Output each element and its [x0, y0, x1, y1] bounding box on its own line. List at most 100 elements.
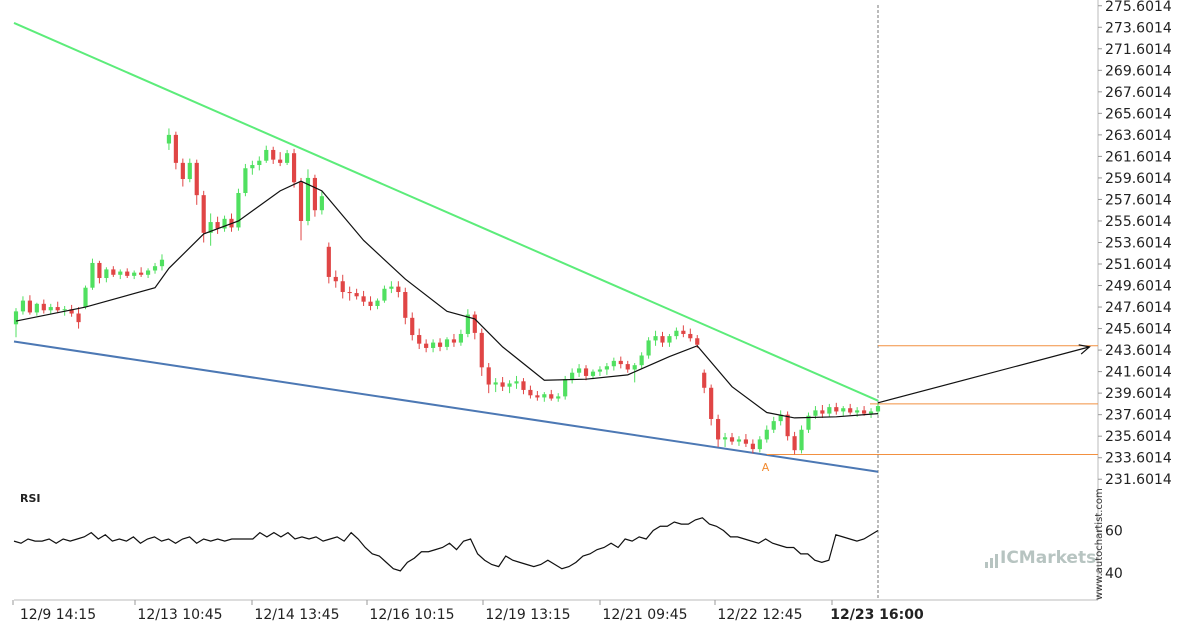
candle-body: [576, 368, 582, 373]
candle-body: [187, 162, 192, 180]
candle-body: [125, 271, 130, 276]
candle-body: [20, 300, 26, 312]
candle-body: [437, 342, 443, 347]
candle-body: [451, 339, 457, 343]
candle-body: [354, 293, 359, 297]
autochartist-watermark: www.autochartist.com: [1094, 488, 1105, 600]
candle-body: [486, 367, 491, 385]
candle-body: [743, 439, 749, 444]
candle-body: [243, 168, 248, 193]
moving-average-series: [15, 180, 879, 419]
candle-body: [528, 389, 533, 396]
candle-body: [139, 272, 144, 275]
candle-body: [264, 149, 269, 161]
candle-body: [27, 300, 32, 313]
candle-body: [667, 336, 672, 343]
moving-average-line: [15, 180, 879, 419]
price-tick-label: 257.6014: [1105, 192, 1172, 208]
candle-body: [757, 439, 762, 450]
candle-body: [215, 222, 220, 229]
candle-body: [208, 222, 213, 233]
candle-body: [785, 414, 790, 437]
price-tick-label: 261.6014: [1105, 149, 1172, 165]
price-tick-label: 271.6014: [1105, 42, 1172, 58]
candle-body: [556, 396, 561, 399]
rsi-line: [13, 517, 879, 572]
candle-body: [820, 410, 825, 414]
price-tick-label: 235.6014: [1105, 429, 1172, 445]
candle-body: [257, 160, 262, 166]
candle-body: [62, 309, 67, 311]
candle-body: [875, 406, 881, 412]
candle-body: [41, 303, 46, 311]
candle-body: [695, 338, 700, 345]
candle-body: [639, 355, 644, 366]
candle-body: [111, 269, 116, 275]
candle-body: [90, 262, 95, 288]
candle-body: [83, 287, 88, 308]
candle-body: [792, 436, 797, 451]
price-tick-label: 237.6014: [1105, 408, 1172, 424]
pattern-point-label: A: [762, 461, 770, 474]
candle-body: [375, 300, 380, 306]
candle-body: [159, 259, 165, 267]
candle-body: [674, 330, 679, 337]
resistance-trendline: [13, 22, 879, 402]
candle-body: [590, 371, 596, 376]
candle-body: [771, 421, 776, 430]
candle-body: [702, 372, 707, 388]
candle-body: [716, 418, 721, 440]
candle-body: [493, 382, 498, 385]
candle-body: [34, 303, 39, 313]
candle-body: [653, 336, 658, 341]
candle-body: [862, 410, 867, 414]
price-tick-label: 273.6014: [1105, 20, 1172, 36]
candle-body: [389, 286, 394, 289]
candle-body: [271, 149, 276, 160]
candle-body: [312, 177, 318, 211]
candle-body: [48, 307, 53, 311]
candle-body: [222, 218, 227, 229]
candle-body: [368, 301, 373, 306]
candle-body: [827, 407, 832, 414]
candle-body: [431, 342, 436, 348]
candle-body: [618, 360, 623, 365]
price-tick-label: 253.6014: [1105, 235, 1172, 251]
candle-body: [118, 271, 123, 275]
candle-body: [152, 266, 158, 271]
forecast-arrow-shaft: [877, 346, 1090, 404]
candle-body: [583, 368, 589, 376]
price-levels: [766, 345, 1098, 455]
candle-body: [194, 162, 199, 196]
price-tick-label: 249.6014: [1105, 279, 1172, 295]
candle-body: [500, 382, 505, 387]
candle-body: [417, 335, 422, 344]
candle-body: [285, 153, 290, 163]
candle-body: [333, 276, 338, 282]
candle-body: [458, 333, 463, 343]
candle-body: [841, 408, 846, 412]
candle-body: [132, 272, 137, 276]
candle-body: [799, 429, 804, 451]
rsi-panel: RSI 60 40: [13, 492, 1123, 582]
candle-body: [729, 437, 735, 442]
candlestick-series: [13, 128, 881, 455]
candle-body: [166, 134, 172, 144]
price-tick-label: 265.6014: [1105, 106, 1172, 122]
price-tick-label: 233.6014: [1105, 451, 1172, 467]
candle-body: [660, 336, 665, 343]
price-tick-label: 239.6014: [1105, 386, 1172, 402]
candle-body: [97, 262, 102, 279]
candle-body: [326, 246, 331, 277]
icmarkets-logo: ICMarkets: [985, 548, 1096, 568]
candle-body: [278, 159, 283, 163]
forecast-arrow-head: [1078, 344, 1091, 355]
support-trendline: [13, 340, 879, 473]
time-tick-label: 12/19 13:15: [485, 607, 570, 623]
candle-body: [625, 364, 630, 370]
candle-body: [848, 408, 853, 413]
candle-body: [250, 165, 255, 169]
candle-body: [521, 381, 526, 390]
time-tick-label: 12/14 13:45: [254, 607, 339, 623]
